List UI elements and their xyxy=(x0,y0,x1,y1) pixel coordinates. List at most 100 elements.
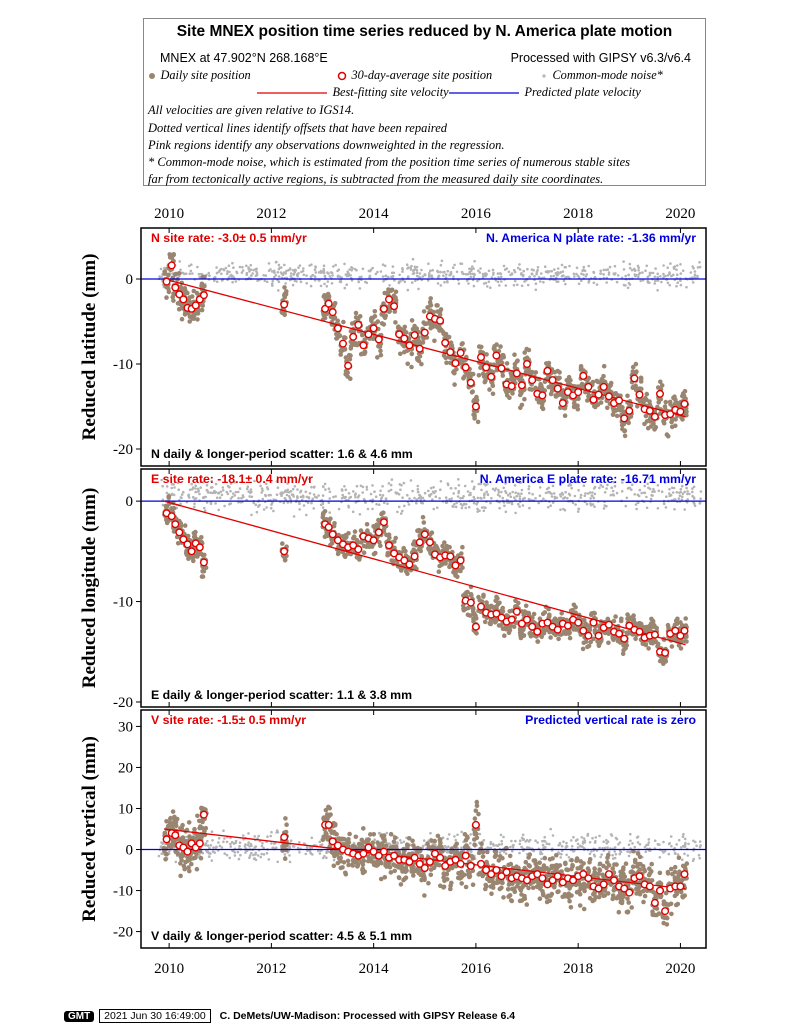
cmn-dot xyxy=(602,840,605,843)
cmn-dot xyxy=(643,484,646,488)
cmn-dot xyxy=(480,488,483,492)
daily-dot xyxy=(680,417,685,422)
cmn-dot xyxy=(248,856,251,859)
cmn-dot xyxy=(504,489,507,493)
daily-dot xyxy=(359,332,365,338)
cmn-dot xyxy=(190,482,193,486)
cmn-dot xyxy=(187,494,190,497)
cmn-dot xyxy=(222,268,226,272)
cmn-dot xyxy=(520,845,523,849)
cmn-dot xyxy=(451,505,454,508)
avg30-marker xyxy=(676,631,685,640)
cmn-dot xyxy=(280,494,283,498)
cmn-dot xyxy=(309,284,313,288)
cmn-dot xyxy=(273,271,276,275)
note-line: Dotted vertical lines identify offsets t… xyxy=(148,121,447,135)
cmn-dot xyxy=(196,487,200,491)
daily-dot xyxy=(343,355,349,360)
cmn-dot xyxy=(446,482,450,485)
cmn-dot xyxy=(317,494,320,497)
cmn-dot xyxy=(321,502,325,506)
legend-daily-label: Daily site position xyxy=(160,68,251,82)
cmn-dot xyxy=(590,850,593,853)
daily-dot xyxy=(436,324,442,330)
cmn-dot xyxy=(579,496,582,499)
cmn-dot xyxy=(438,497,441,500)
cmn-dot xyxy=(292,273,296,276)
cmn-dot xyxy=(354,492,358,496)
cmn-dot xyxy=(549,504,552,508)
cmn-dot xyxy=(565,853,568,857)
daily-dot xyxy=(630,364,636,370)
cmn-dot xyxy=(611,853,614,857)
cmn-dot xyxy=(343,286,347,290)
daily-dot xyxy=(384,290,390,296)
cmn-dot xyxy=(233,854,237,857)
cmn-dot xyxy=(260,491,264,494)
avg30-marker xyxy=(604,392,613,401)
cmn-dot xyxy=(461,272,465,275)
daily-dot xyxy=(427,299,433,305)
cmn-dot xyxy=(248,854,252,857)
avg30-marker xyxy=(523,360,532,369)
daily-dot xyxy=(411,547,417,552)
cmn-dot xyxy=(553,497,557,500)
cmn-dot xyxy=(509,845,512,849)
cmn-dot xyxy=(607,271,611,274)
cmn-dot xyxy=(285,269,288,273)
cmn-dot xyxy=(686,492,689,496)
cmn-dot xyxy=(589,502,592,505)
cmn-dot xyxy=(271,284,274,287)
daily-dot xyxy=(171,298,176,303)
cmn-dot xyxy=(517,492,520,495)
cmn-dot xyxy=(559,508,562,512)
cmn-dot xyxy=(302,273,306,277)
cmn-dot xyxy=(292,845,296,848)
cmn-dot xyxy=(664,274,667,278)
cmn-dot xyxy=(613,484,617,488)
cmn-dot xyxy=(331,274,334,277)
cmn-dot xyxy=(643,491,647,495)
daily-dot xyxy=(335,318,341,324)
cmn-dot xyxy=(585,502,589,506)
daily-dot xyxy=(379,511,385,516)
cmn-dot xyxy=(305,513,308,517)
daily-dot xyxy=(476,373,482,378)
cmn-dot xyxy=(277,267,281,271)
daily-dot xyxy=(548,391,554,397)
cmn-dot xyxy=(242,495,245,499)
cmn-dot xyxy=(375,502,378,506)
cmn-dot xyxy=(593,485,597,489)
daily-dot xyxy=(386,309,392,315)
cmn-dot xyxy=(427,489,430,493)
cmn-dot xyxy=(225,272,229,276)
daily-dot xyxy=(465,589,470,595)
avg30-marker xyxy=(666,410,675,419)
cmn-dot xyxy=(340,488,344,491)
cmn-dot xyxy=(592,496,596,500)
cmn-dot xyxy=(644,850,648,854)
cmn-dot xyxy=(575,266,579,270)
cmn-dot xyxy=(232,842,236,845)
cmn-dot xyxy=(605,838,608,842)
cmn-dot xyxy=(311,853,314,856)
cmn-dot xyxy=(157,854,161,858)
cmn-dot xyxy=(320,271,323,275)
daily-dot xyxy=(467,613,473,618)
cmn-dot xyxy=(476,279,479,283)
cmn-dot xyxy=(493,489,497,492)
daily-dot xyxy=(462,374,467,379)
cmn-dot xyxy=(649,849,652,853)
cmn-dot xyxy=(246,843,250,847)
cmn-dot xyxy=(357,280,361,284)
cmn-dot xyxy=(160,852,163,855)
daily-dot xyxy=(432,338,437,344)
daily-dot xyxy=(417,354,423,359)
cmn-dot xyxy=(677,838,681,842)
daily-dot xyxy=(517,377,522,383)
cmn-dot xyxy=(245,487,249,491)
cmn-dot xyxy=(479,496,482,500)
cmn-dot xyxy=(324,488,327,491)
cmn-dot xyxy=(395,492,398,495)
daily-dot xyxy=(342,335,347,340)
